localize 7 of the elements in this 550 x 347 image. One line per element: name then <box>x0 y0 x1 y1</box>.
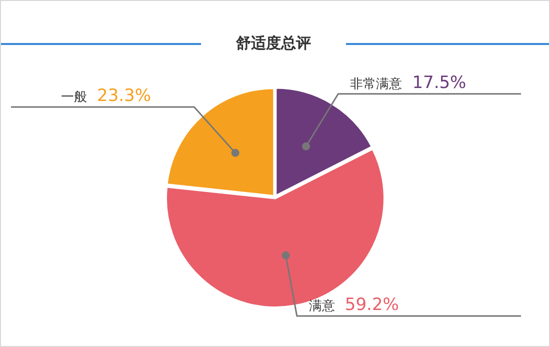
slice-label: 非常满意 <box>350 76 402 92</box>
data-label: 17.5% <box>412 72 466 93</box>
data-label: 59.2% <box>344 294 399 315</box>
slice-label: 一般 <box>61 90 87 106</box>
chart-title: 舒适度总评 <box>234 34 312 53</box>
slice-label: 满意 <box>308 298 335 314</box>
data-label: 23.3% <box>97 86 152 106</box>
